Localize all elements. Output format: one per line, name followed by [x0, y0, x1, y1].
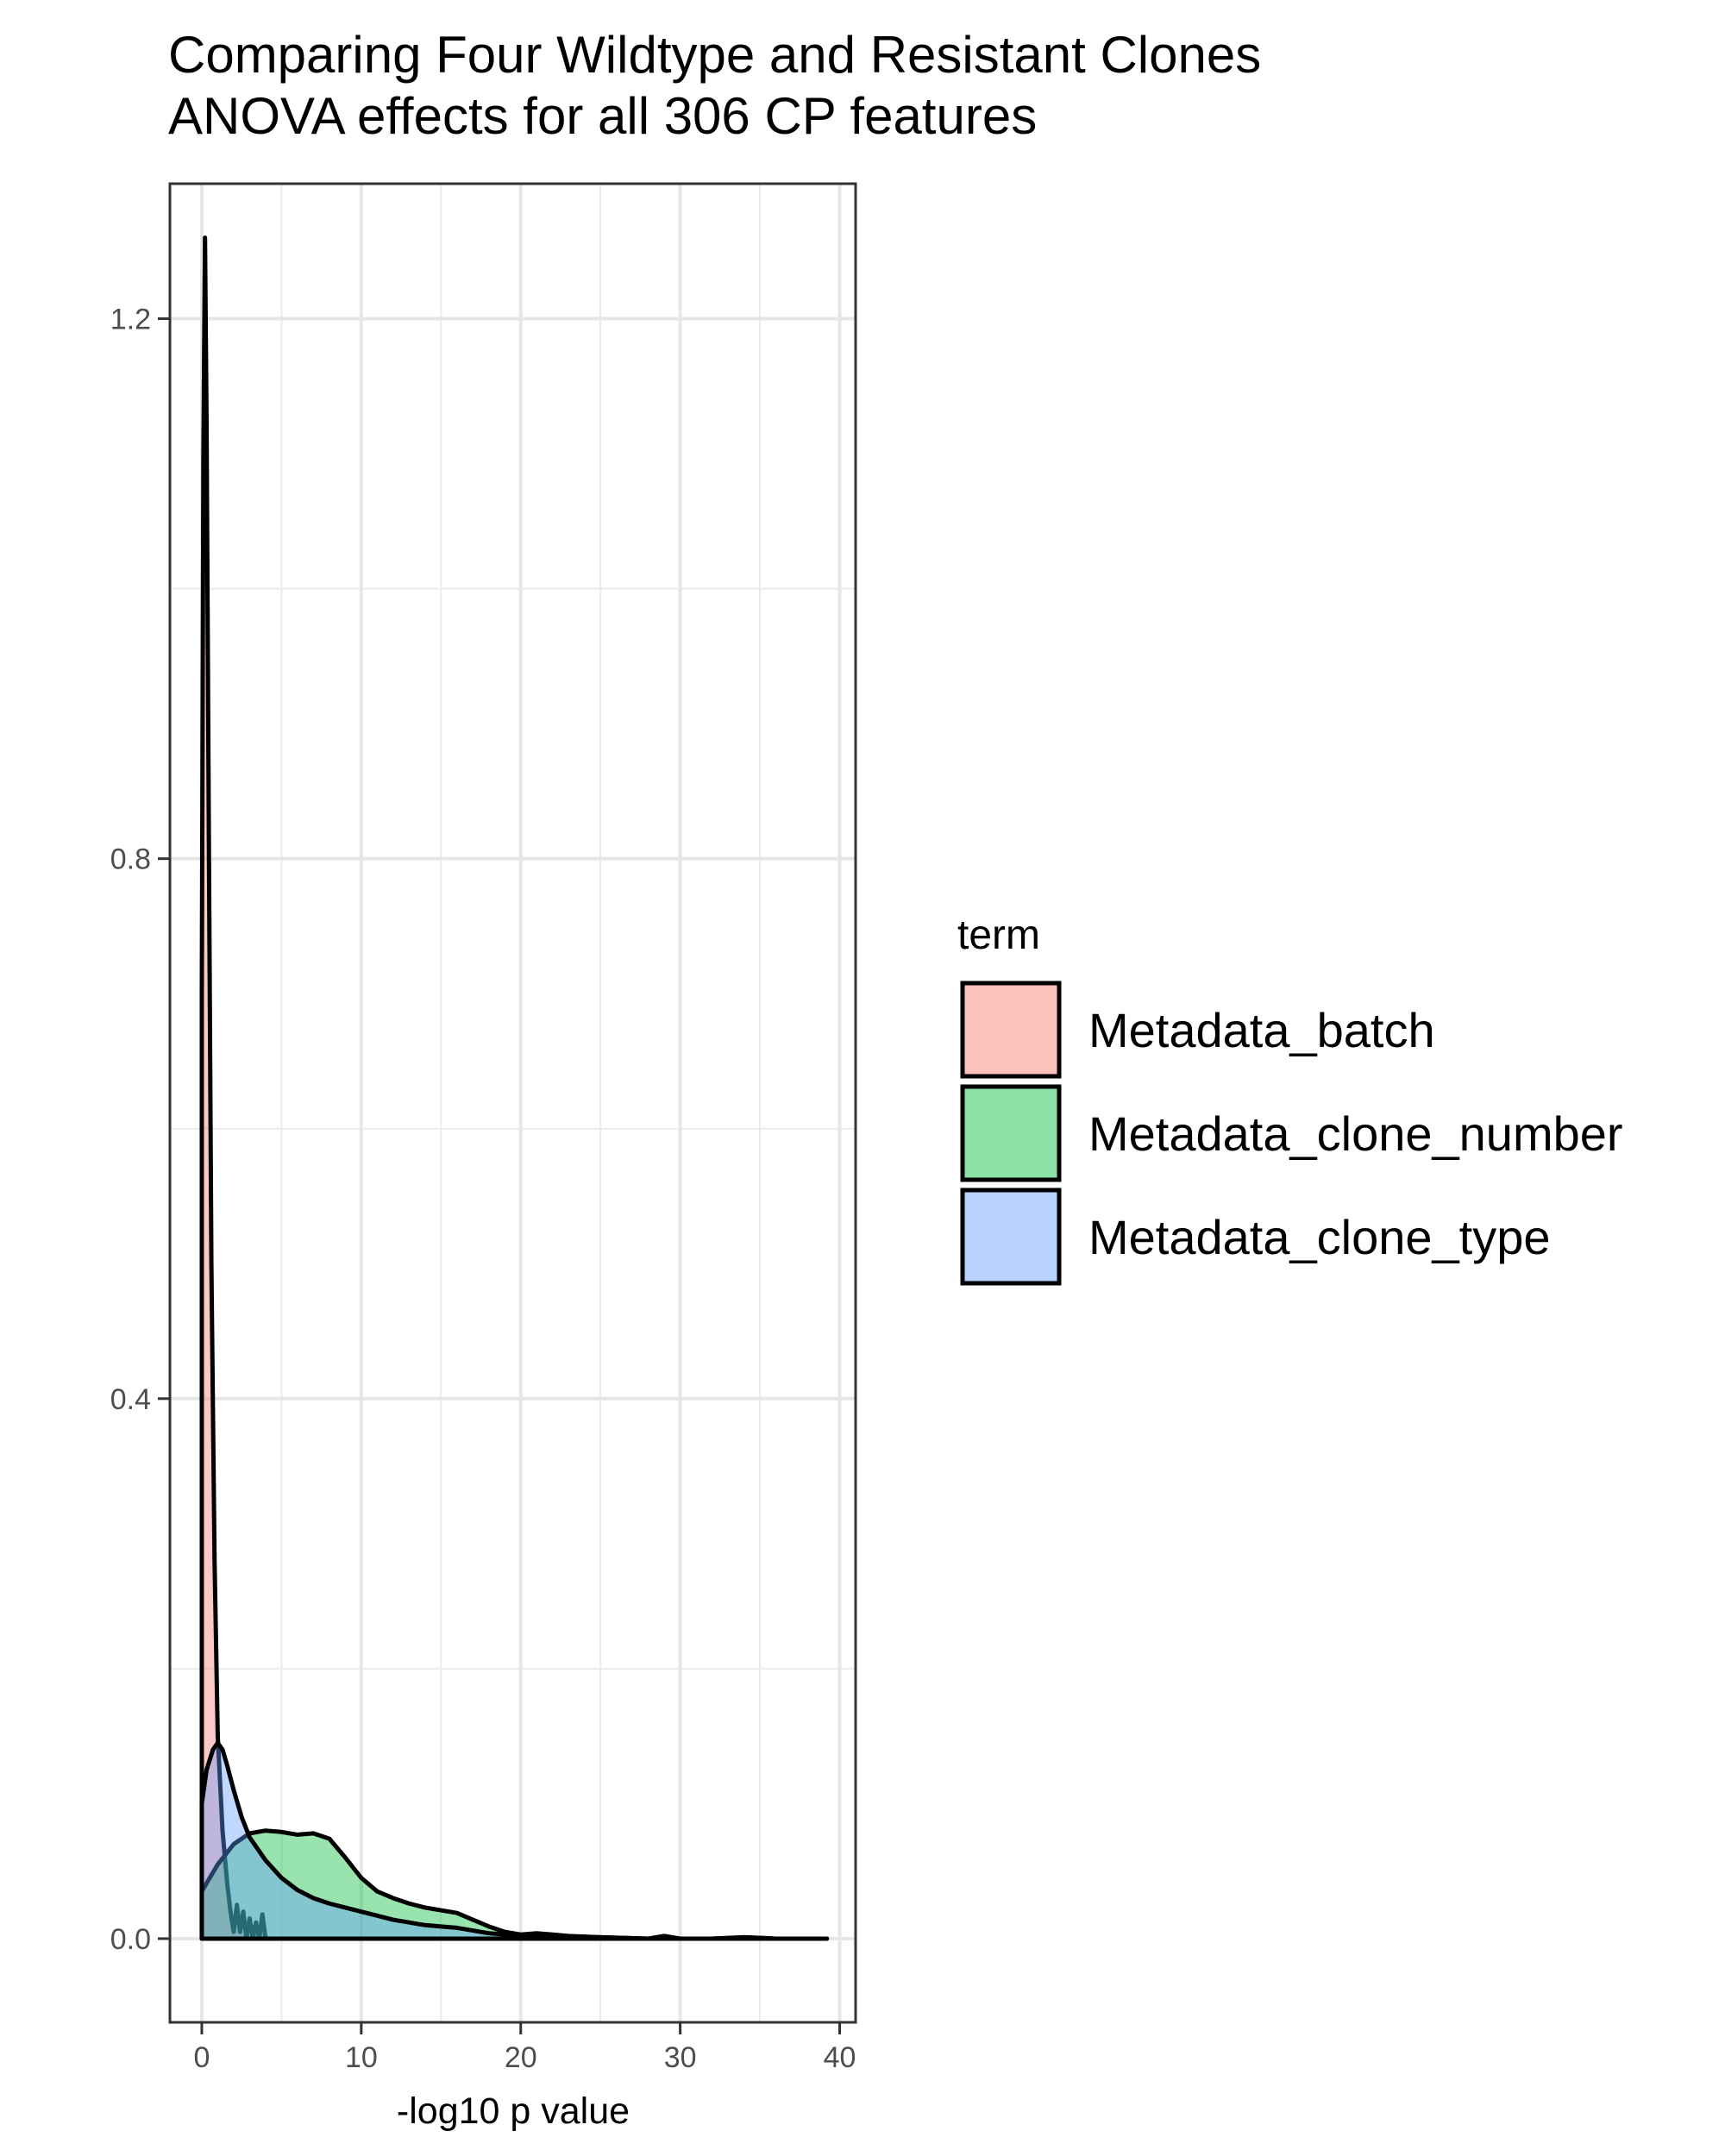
- chart-title: Comparing Four Wildtype and Resistant Cl…: [168, 26, 1261, 84]
- legend-items: Metadata_batch Metadata_clone_number Metad…: [960, 981, 1623, 1286]
- x-tick-label: 30: [664, 2041, 697, 2074]
- density-area-metadata-clone-type: [199, 1740, 830, 1941]
- legend-key-metadata-clone-number: [960, 1084, 1062, 1182]
- x-tick-label: 40: [824, 2041, 856, 2074]
- plot-panel-background: [170, 184, 856, 2022]
- legend: term Metadata_batch Metadata_clone_number…: [957, 912, 1623, 1286]
- plot-panel-border: [168, 182, 857, 2024]
- y-tick-label: 0.8: [110, 843, 151, 876]
- x-tick-label: 10: [345, 2041, 378, 2074]
- grid-minor: [170, 184, 856, 2022]
- legend-label-metadata-clone-number: Metadata_clone_number: [1088, 1106, 1623, 1161]
- x-tick-label: 20: [505, 2041, 537, 2074]
- chart-subtitle: ANOVA effects for all 306 CP features: [168, 87, 1037, 145]
- y-axis: 0.0 0.4 0.8 1.2: [110, 304, 170, 1956]
- legend-label-metadata-batch: Metadata_batch: [1088, 1003, 1435, 1057]
- series-areas: [199, 235, 830, 1941]
- x-axis: 0 10 20 30 40: [194, 2022, 856, 2074]
- legend-key-metadata-clone-type: [960, 1188, 1062, 1286]
- y-tick-label: 0.0: [110, 1923, 151, 1956]
- x-axis-title: -log10 p value: [397, 2090, 630, 2132]
- legend-key-metadata-batch: [960, 981, 1062, 1079]
- legend-label-metadata-clone-type: Metadata_clone_type: [1088, 1210, 1551, 1264]
- y-tick-label: 1.2: [110, 304, 151, 336]
- legend-title: term: [957, 912, 1040, 958]
- y-tick-label: 0.4: [110, 1383, 151, 1416]
- x-tick-label: 0: [194, 2041, 210, 2074]
